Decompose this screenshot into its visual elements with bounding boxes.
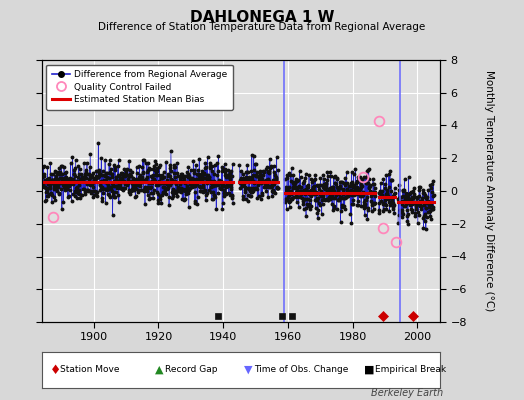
Legend: Difference from Regional Average, Quality Control Failed, Estimated Station Mean: Difference from Regional Average, Qualit… [47, 64, 233, 110]
Text: Time of Obs. Change: Time of Obs. Change [254, 366, 348, 374]
Text: DAHLONEGA 1 W: DAHLONEGA 1 W [190, 10, 334, 25]
Text: ■: ■ [364, 365, 375, 375]
Text: Record Gap: Record Gap [165, 366, 217, 374]
Text: Berkeley Earth: Berkeley Earth [370, 388, 443, 398]
Text: ▼: ▼ [244, 365, 252, 375]
Text: Empirical Break: Empirical Break [375, 366, 446, 374]
Text: Difference of Station Temperature Data from Regional Average: Difference of Station Temperature Data f… [99, 22, 425, 32]
Text: Station Move: Station Move [60, 366, 120, 374]
Text: ▲: ▲ [155, 365, 163, 375]
Text: ♦: ♦ [50, 364, 61, 376]
Y-axis label: Monthly Temperature Anomaly Difference (°C): Monthly Temperature Anomaly Difference (… [484, 70, 494, 312]
